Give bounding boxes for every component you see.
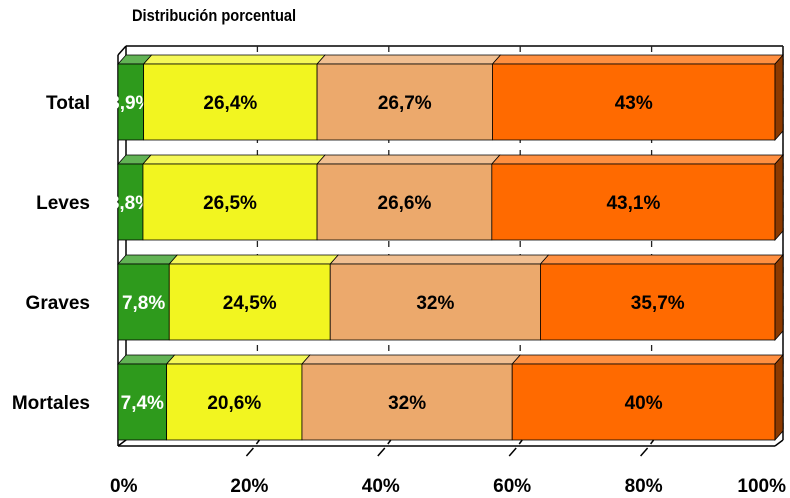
- bar-segment: [511, 363, 776, 441]
- data-label: 7,4%: [121, 393, 164, 414]
- x-tick-label: 60%: [493, 476, 531, 497]
- x-tick-label: 40%: [362, 476, 400, 497]
- bar-segment-top: [117, 354, 176, 365]
- bar-stack: 3,9% 26,4% 26,7% 43% 3,8% 26,5% 26,6% 43,1% 7,8%…: [109, 53, 784, 442]
- data-label: 26,7%: [378, 93, 432, 114]
- bar-segment-top: [168, 254, 340, 265]
- bar-segment-top: [301, 354, 522, 365]
- bar-segment: [117, 363, 168, 441]
- data-label: 3,8%: [109, 193, 152, 214]
- data-label: 35,7%: [631, 293, 685, 314]
- data-label: 32%: [416, 293, 454, 314]
- data-label: 32%: [388, 393, 426, 414]
- category-label: Mortales: [12, 393, 90, 414]
- data-label: 43%: [615, 93, 653, 114]
- tick-mark: [649, 439, 655, 445]
- bar-segment-top: [329, 254, 550, 265]
- category-label: Leves: [36, 193, 90, 214]
- bar-segment-top: [142, 154, 326, 165]
- data-label: 26,5%: [203, 193, 257, 214]
- bar-segment: [142, 163, 318, 241]
- bar-segment: [492, 63, 776, 141]
- bar-segment-top: [539, 254, 784, 265]
- tick-mark: [640, 447, 649, 457]
- x-tick-label: 20%: [230, 476, 268, 497]
- chart-title: Distribución porcentual: [132, 6, 297, 25]
- bar-segment-top: [511, 354, 784, 365]
- bar-side: [774, 53, 784, 142]
- bar-segment-top: [316, 154, 501, 165]
- category-labels: Total Leves Graves Mortales: [12, 93, 90, 414]
- bar-segment-top: [490, 154, 784, 165]
- bar-segment: [168, 263, 331, 341]
- tick-mark: [518, 439, 523, 445]
- bar-segment: [540, 263, 776, 341]
- bar-segment-top: [142, 54, 326, 65]
- x-tick-label: 100%: [737, 476, 786, 497]
- bar-segment-top: [117, 254, 179, 265]
- bar-segment: [316, 163, 493, 241]
- data-label: 40%: [625, 393, 663, 414]
- bar-segment: [117, 163, 144, 241]
- bar-segment: [301, 363, 513, 441]
- x-tick-label: 0%: [110, 476, 138, 497]
- bar-segment: [117, 63, 145, 141]
- bar-segment: [329, 263, 541, 341]
- data-label: 43,1%: [606, 193, 660, 214]
- bar-side: [774, 353, 784, 442]
- category-label: Graves: [26, 293, 90, 314]
- data-label: 3,9%: [109, 93, 152, 114]
- bar-side: [774, 153, 784, 242]
- data-label: 7,8%: [122, 293, 165, 314]
- bar-segment-top: [316, 54, 502, 65]
- tick-mark: [508, 447, 517, 457]
- category-label: Total: [46, 93, 90, 114]
- tick-mark: [245, 447, 254, 457]
- side-wall-top: [117, 45, 127, 56]
- bar-segment: [491, 163, 776, 241]
- x-tick-label: 80%: [625, 476, 663, 497]
- tick-mark: [255, 439, 260, 445]
- bar-segment: [316, 63, 493, 141]
- bar-segment-top: [165, 354, 311, 365]
- tick-mark: [387, 439, 392, 445]
- bar-segment-top: [491, 54, 784, 65]
- data-label: 20,6%: [207, 393, 261, 414]
- data-label: 24,5%: [223, 293, 277, 314]
- bar-segment: [143, 63, 318, 141]
- floor-corner: [774, 439, 784, 447]
- data-label: 26,6%: [378, 193, 432, 214]
- bar-segment: [117, 263, 170, 341]
- x-axis-ticks: 0% 20% 40% 60% 80% 100%: [110, 439, 786, 497]
- tick-mark: [377, 447, 386, 457]
- data-label: 26,4%: [203, 93, 257, 114]
- bar-segment: [166, 363, 303, 441]
- bar-side: [774, 253, 784, 342]
